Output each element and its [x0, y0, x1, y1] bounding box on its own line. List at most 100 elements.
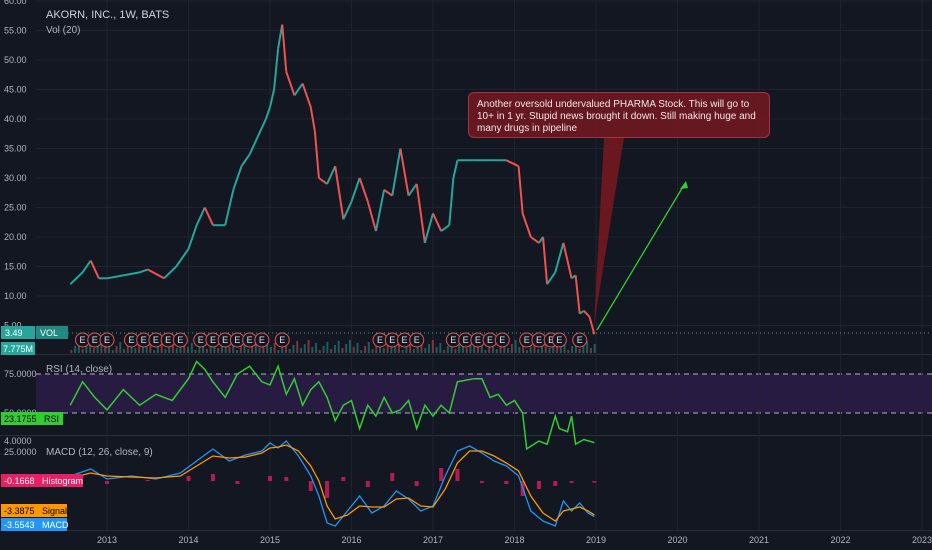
volume-bar [375, 345, 378, 353]
volume-bar [529, 346, 532, 353]
volume-bar [364, 346, 367, 353]
volume-bar [586, 341, 589, 353]
earnings-marker-letter: E [536, 335, 542, 345]
histogram-bar [592, 481, 597, 483]
histogram-bar [553, 481, 558, 486]
earnings-marker [572, 332, 588, 348]
price-tick-label: 50.00 [4, 55, 27, 65]
histogram-bar [536, 481, 541, 489]
volume-bar [183, 340, 186, 353]
volume-bar [345, 344, 348, 353]
volume-bar [552, 344, 555, 353]
volume-bar [567, 350, 570, 353]
price-segment [415, 183, 426, 244]
price-tick-label: 40.00 [4, 114, 27, 124]
volume-bar [371, 349, 374, 353]
volume-bar [382, 348, 385, 353]
signal-tag [1, 504, 67, 517]
volume-bar [518, 347, 521, 353]
volume-bar [284, 342, 287, 353]
time-axis[interactable]: 2013 2014 2015 2016 2017 2018 2019 2020 2021 2022… [97, 535, 932, 545]
last-price-value: 3.49 [5, 328, 23, 338]
price-segment [285, 71, 296, 96]
volume-bar [160, 342, 163, 353]
volume-bar [307, 340, 310, 353]
price-segment [334, 166, 345, 220]
price-segment [123, 271, 140, 277]
rsi-tag-value: 23.1755 [4, 414, 37, 424]
time-tick-label: 2020 [668, 535, 688, 545]
volume-bar [318, 350, 321, 353]
earnings-marker [494, 332, 510, 348]
earnings-marker-letter: E [414, 335, 420, 345]
volume-tag [1, 342, 35, 355]
volume-bar [85, 345, 88, 353]
histogram-bar [325, 481, 330, 498]
price-segment [69, 271, 84, 285]
earnings-marker-letter: E [577, 335, 583, 345]
price-segment [366, 201, 377, 232]
volume-bar [431, 340, 434, 353]
histogram-bar [479, 481, 484, 483]
volume-bar [273, 343, 276, 353]
volume-bar [522, 343, 525, 353]
volume-bar [220, 344, 223, 353]
volume-bar [70, 350, 73, 353]
grid-lines [36, 0, 932, 530]
volume-bar [111, 350, 114, 353]
signal-tag-name: Signal [42, 506, 67, 516]
price-segment [269, 89, 276, 108]
time-tick-label: 2016 [342, 535, 362, 545]
volume-bar [578, 349, 581, 353]
volume-bar [104, 347, 107, 353]
histogram-bar [504, 481, 509, 484]
price-segment [264, 106, 271, 120]
volume-bar [510, 344, 513, 353]
volume-bar [540, 345, 543, 353]
price-segment [588, 316, 596, 335]
volume-name: VOL [40, 328, 58, 338]
volume-bar [409, 342, 412, 353]
price-segment [163, 265, 177, 280]
price-tick-label: 20.00 [4, 232, 27, 242]
volume-bar [145, 347, 148, 353]
price-segment [391, 148, 402, 196]
volume-bar [439, 343, 442, 353]
price-tick-label: 30.00 [4, 173, 27, 183]
volume-bar [74, 346, 77, 353]
histogram-tag-value: -0.1668 [4, 476, 35, 486]
earnings-marker [551, 332, 567, 348]
volume-bar [119, 342, 122, 353]
last-price-tag [1, 326, 35, 339]
price-segment [448, 177, 455, 226]
histogram-bar [186, 476, 191, 481]
volume-bar [367, 342, 370, 353]
volume-bar [341, 348, 344, 353]
earnings-marker-letter: E [128, 335, 134, 345]
time-tick-label: 2022 [831, 535, 851, 545]
earnings-marker-letter: E [556, 335, 562, 345]
price-axis[interactable]: 60.00 55.00 50.00 45.00 40.00 35.00 30.00 25.00… [4, 0, 37, 457]
earnings-marker-letter: E [234, 335, 240, 345]
histogram-bar [210, 474, 215, 481]
volume-bar [217, 348, 220, 353]
price-segment [224, 189, 235, 226]
time-tick-label: 2021 [749, 535, 769, 545]
volume-bar [303, 344, 306, 353]
histogram-bar [235, 481, 240, 484]
earnings-marker [254, 332, 270, 348]
histogram-bar [414, 481, 419, 486]
volume-bar [115, 346, 118, 353]
earnings-marker-letter: E [165, 335, 171, 345]
volume-bar [179, 344, 182, 353]
volume-bar [360, 350, 363, 353]
price-segment [358, 177, 369, 202]
earnings-marker-letter: E [377, 335, 383, 345]
annotation-callout[interactable]: Another oversold undervalued PHARMA Stoc… [468, 92, 770, 138]
earnings-marker-letter: E [80, 335, 86, 345]
volume-bar [428, 344, 431, 353]
price-segment [232, 165, 243, 191]
prediction-arrow[interactable] [596, 181, 688, 331]
